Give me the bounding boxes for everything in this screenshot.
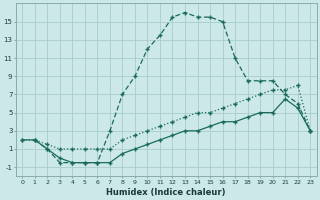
X-axis label: Humidex (Indice chaleur): Humidex (Indice chaleur) (107, 188, 226, 197)
